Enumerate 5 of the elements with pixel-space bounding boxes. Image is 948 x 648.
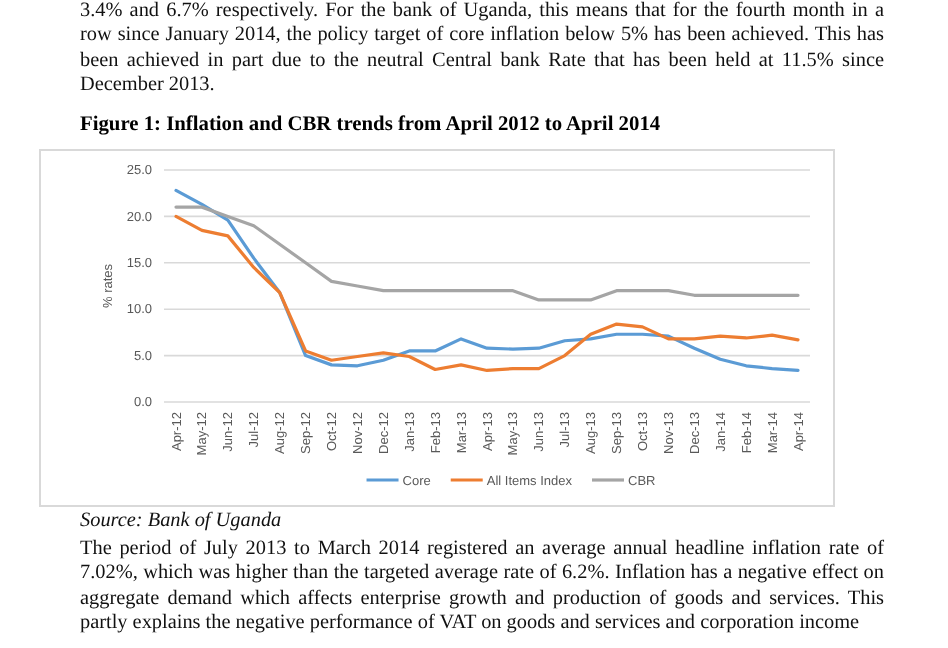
chart-title: Figure 1: Inflation and CBR trends from April 2012 to April 2014	[80, 114, 661, 136]
text: 3.4% and 6.7% respectively. For the bank of Uganda, this means that for the fourth month in a row since January 2014, the policy target of core inflation below 5% has been achieved. This has been achieved in part due to the neutral Central bank Rate that has been held at 11.5% since December 2013.	[80, 0, 884, 100]
line-series	[174, 205, 800, 302]
source-note: Source: Bank of Uganda	[80, 510, 284, 535]
text: The period of July 2013 to March 2014 registered an average annual headline inflation rate of 7.02%, which was higher than the targeted average rate of 6.2%. Inflation has a negative effect on aggregate demand which affects enterprise growth and production of goods and services. This partly explains the negative performance of VAT on goods and services and corporation income	[80, 538, 884, 638]
